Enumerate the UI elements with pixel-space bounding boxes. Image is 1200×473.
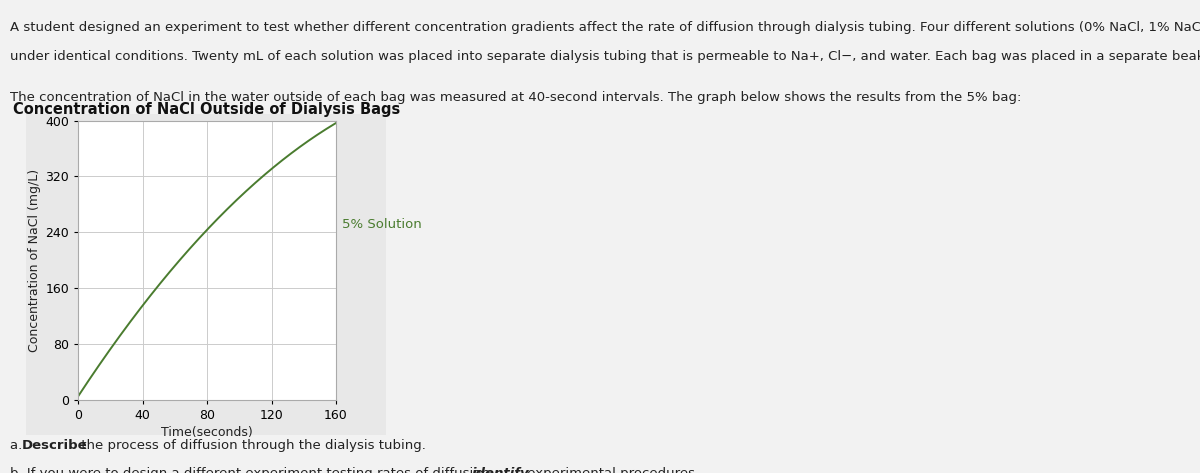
Text: The concentration of NaCl in the water outside of each bag was measured at 40-se: The concentration of NaCl in the water o…: [10, 91, 1021, 104]
Text: a.: a.: [10, 439, 26, 452]
Text: under identical conditions. Twenty mL of each solution was placed into separate : under identical conditions. Twenty mL of…: [10, 50, 1200, 62]
Text: A student designed an experiment to test whether different concentration gradien: A student designed an experiment to test…: [10, 21, 1200, 34]
X-axis label: Time(seconds): Time(seconds): [161, 426, 253, 439]
Title: Concentration of NaCl Outside of Dialysis Bags: Concentration of NaCl Outside of Dialysi…: [13, 102, 401, 117]
Text: Describe: Describe: [22, 439, 88, 452]
Text: experimental procedures.: experimental procedures.: [523, 467, 700, 473]
Text: 5% Solution: 5% Solution: [342, 218, 421, 231]
Text: identify: identify: [472, 467, 529, 473]
Text: the process of diffusion through the dialysis tubing.: the process of diffusion through the dia…: [77, 439, 426, 452]
Text: b. If you were to design a different experiment testing rates of diffusion,: b. If you were to design a different exp…: [10, 467, 498, 473]
Y-axis label: Concentration of NaCl (mg/L): Concentration of NaCl (mg/L): [28, 168, 41, 352]
